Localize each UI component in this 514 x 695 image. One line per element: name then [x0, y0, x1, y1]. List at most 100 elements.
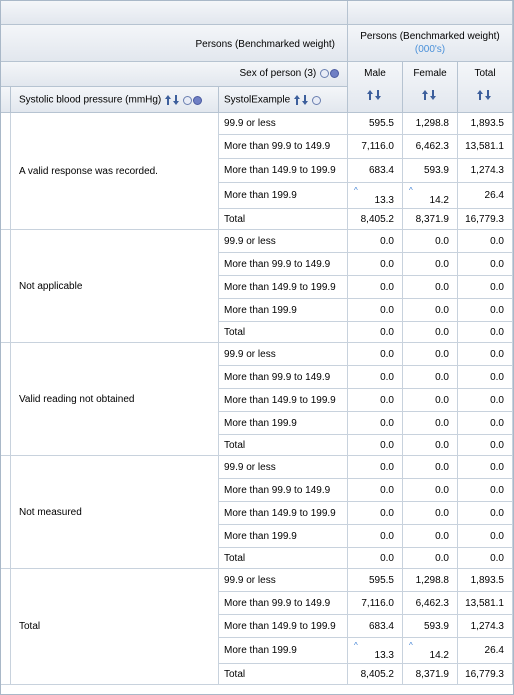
value-cell: 0.0: [403, 525, 458, 548]
row-sub-header: Total: [219, 664, 348, 685]
cell-value: 683.4: [368, 621, 394, 632]
corner-header-top: [1, 1, 348, 25]
row-sub-header: 99.9 or less: [219, 113, 348, 135]
collapse-icon[interactable]: [193, 95, 203, 105]
row-group-label: Total: [19, 621, 41, 632]
cell-value: 1,274.3: [470, 621, 504, 632]
row-sub-label: More than 199.9: [224, 190, 297, 201]
row-sub-label: More than 99.9 to 149.9: [224, 141, 331, 152]
value-cell: 0.0: [403, 548, 458, 569]
value-cell: 0.0: [403, 230, 458, 253]
row-sub-header: More than 99.9 to 149.9: [219, 592, 348, 615]
cell-value: 0.0: [380, 327, 394, 338]
cell-value: 0.0: [380, 418, 394, 429]
annotation-flag-icon: ^: [409, 641, 413, 650]
value-cell: 0.0: [403, 456, 458, 479]
cell-value: 0.0: [490, 440, 504, 451]
col-field-header: Sex of person (3): [1, 62, 348, 87]
value-cell: 0.0: [458, 343, 513, 366]
cell-value: 0.0: [435, 327, 449, 338]
measure-col-title: Persons (Benchmarked weight): [360, 31, 500, 42]
row-sub-label: More than 99.9 to 149.9: [224, 259, 331, 270]
sort-icon[interactable]: [164, 94, 182, 106]
sort-icon[interactable]: [421, 89, 439, 101]
row-group-label: Not applicable: [19, 281, 83, 292]
row-sub-header: More than 199.9: [219, 525, 348, 548]
value-cell: 7,116.0: [348, 592, 403, 615]
cell-value: 26.4: [484, 645, 504, 656]
value-cell: 0.0: [403, 299, 458, 322]
row-sub-header: More than 149.9 to 199.9: [219, 276, 348, 299]
cell-value: 1,274.3: [470, 165, 504, 176]
row-gutter: [1, 113, 11, 230]
row-sub-label: More than 199.9: [224, 418, 297, 429]
row-sub-label: 99.9 or less: [224, 462, 276, 473]
sort-icon[interactable]: [476, 89, 494, 101]
value-cell: 1,274.3: [458, 159, 513, 183]
value-cell: 0.0: [458, 322, 513, 343]
sort-icon[interactable]: [293, 94, 311, 106]
row-sub-header: Total: [219, 322, 348, 343]
row-sub-header: Total: [219, 209, 348, 230]
cell-value: 0.0: [435, 508, 449, 519]
column-header-top: [348, 1, 513, 25]
cell-value: 8,371.9: [415, 669, 449, 680]
measure-col-sub: (000's): [414, 44, 446, 55]
value-cell: 0.0: [458, 435, 513, 456]
row-sub-label: More than 99.9 to 149.9: [224, 598, 331, 609]
cell-value: 0.0: [380, 553, 394, 564]
value-cell: 0.0: [458, 389, 513, 412]
options-icon[interactable]: [320, 68, 329, 78]
value-cell: 8,371.9: [403, 664, 458, 685]
row-sub-label: 99.9 or less: [224, 575, 276, 586]
annotation-flag-icon: ^: [354, 186, 358, 195]
row-group-header: Total: [11, 569, 219, 685]
row-sub-header: Total: [219, 435, 348, 456]
value-cell: 1,298.8: [403, 569, 458, 592]
row-field-2-header: SystolExample: [219, 87, 348, 113]
value-cell: 26.4: [458, 183, 513, 209]
value-cell: 0.0: [403, 366, 458, 389]
sort-icon[interactable]: [366, 89, 384, 101]
annotation-flag-icon: ^: [354, 641, 358, 650]
cell-value: 0.0: [490, 508, 504, 519]
cell-value: 16,779.3: [465, 669, 504, 680]
cell-value: 0.0: [435, 372, 449, 383]
value-cell: 593.9: [403, 615, 458, 638]
collapse-icon[interactable]: [330, 68, 339, 78]
value-cell: 0.0: [348, 479, 403, 502]
row-gutter: [1, 343, 11, 456]
row-sub-label: More than 199.9: [224, 305, 297, 316]
cell-value: 0.0: [490, 349, 504, 360]
row-sub-label: Total: [224, 327, 246, 338]
value-cell: 0.0: [403, 276, 458, 299]
row-sub-label: More than 149.9 to 199.9: [224, 282, 336, 293]
cell-value: 0.0: [380, 440, 394, 451]
cell-value: 1,893.5: [470, 575, 504, 586]
value-cell: 8,405.2: [348, 209, 403, 230]
row-sub-header: 99.9 or less: [219, 230, 348, 253]
measure-title: Persons (Benchmarked weight): [195, 39, 335, 50]
cell-value: 0.0: [435, 282, 449, 293]
row-gutter: [1, 230, 11, 343]
cell-value: 0.0: [380, 485, 394, 496]
value-cell: 13,581.1: [458, 592, 513, 615]
value-cell: 0.0: [458, 548, 513, 569]
column-label: Male: [364, 68, 386, 79]
value-cell: 0.0: [403, 435, 458, 456]
value-cell: 0.0: [458, 253, 513, 276]
options-icon[interactable]: [311, 95, 321, 105]
cell-value: 0.0: [490, 553, 504, 564]
value-cell: 0.0: [458, 230, 513, 253]
value-cell: 0.0: [348, 299, 403, 322]
cell-value: 595.5: [368, 575, 394, 586]
options-icon[interactable]: [183, 95, 193, 105]
value-cell: 0.0: [348, 230, 403, 253]
row-group-header: Not applicable: [11, 230, 219, 343]
value-cell: 0.0: [348, 548, 403, 569]
row-group-label: Valid reading not obtained: [19, 394, 135, 405]
cell-value: 6,462.3: [415, 141, 449, 152]
cell-value: 8,405.2: [360, 669, 394, 680]
row-sub-header: More than 199.9: [219, 299, 348, 322]
value-cell: 0.0: [403, 322, 458, 343]
